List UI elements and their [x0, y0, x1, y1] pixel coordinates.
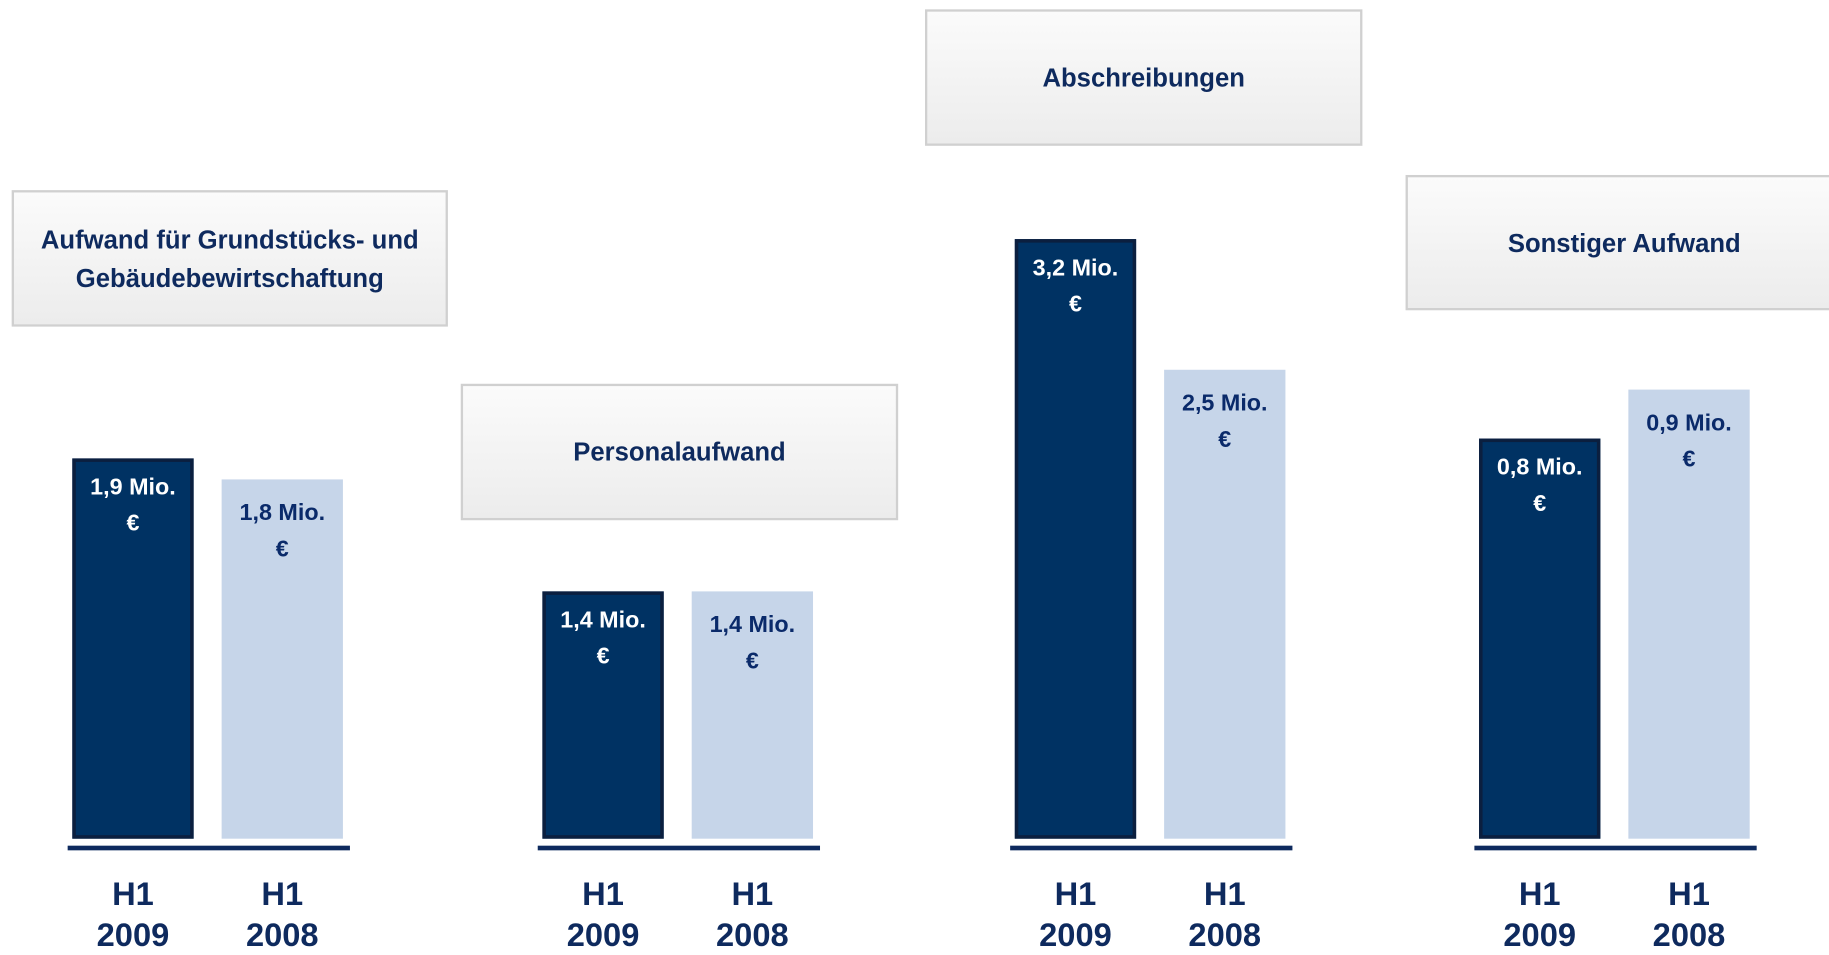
baseline: [67, 845, 350, 851]
panel-title: Personalaufwand: [460, 383, 899, 521]
category-label: H1 2009: [96, 876, 170, 953]
category-label: H1 2009: [1039, 876, 1112, 953]
value-label: 1,4 Mio. €: [709, 612, 796, 675]
baseline: [537, 845, 821, 851]
bar: [691, 591, 814, 839]
value-label: 0,9 Mio. €: [1646, 410, 1732, 472]
bar: [542, 591, 664, 839]
value-label: 0,8 Mio. €: [1496, 455, 1583, 518]
value-label: 1,8 Mio. €: [239, 499, 326, 562]
bar: [72, 458, 194, 839]
category-label: H1 2009: [1503, 876, 1577, 953]
bar: [1628, 389, 1750, 839]
bar: [1479, 438, 1601, 839]
bar: [1164, 370, 1286, 839]
value-label: 2,5 Mio. €: [1181, 391, 1268, 454]
value-label: 3,2 Mio. €: [1032, 255, 1119, 318]
category-label: H1 2008: [245, 876, 319, 953]
baseline: [1474, 845, 1757, 851]
bar: [221, 478, 343, 839]
category-label: H1 2008: [1652, 876, 1726, 953]
panel-title: Sonstiger Aufwand: [1405, 174, 1829, 311]
category-label: H1 2008: [716, 876, 789, 953]
baseline: [1010, 845, 1293, 851]
panel-title: Abschreibungen: [924, 9, 1363, 146]
value-label: 1,4 Mio. €: [560, 608, 646, 670]
category-label: H1 2008: [1188, 876, 1262, 953]
value-label: 1,9 Mio. €: [90, 475, 176, 538]
category-label: H1 2009: [566, 876, 640, 953]
panel-title: Aufwand für Grundstücks- und Gebäudebewi…: [11, 190, 448, 327]
bar: [1014, 239, 1137, 839]
